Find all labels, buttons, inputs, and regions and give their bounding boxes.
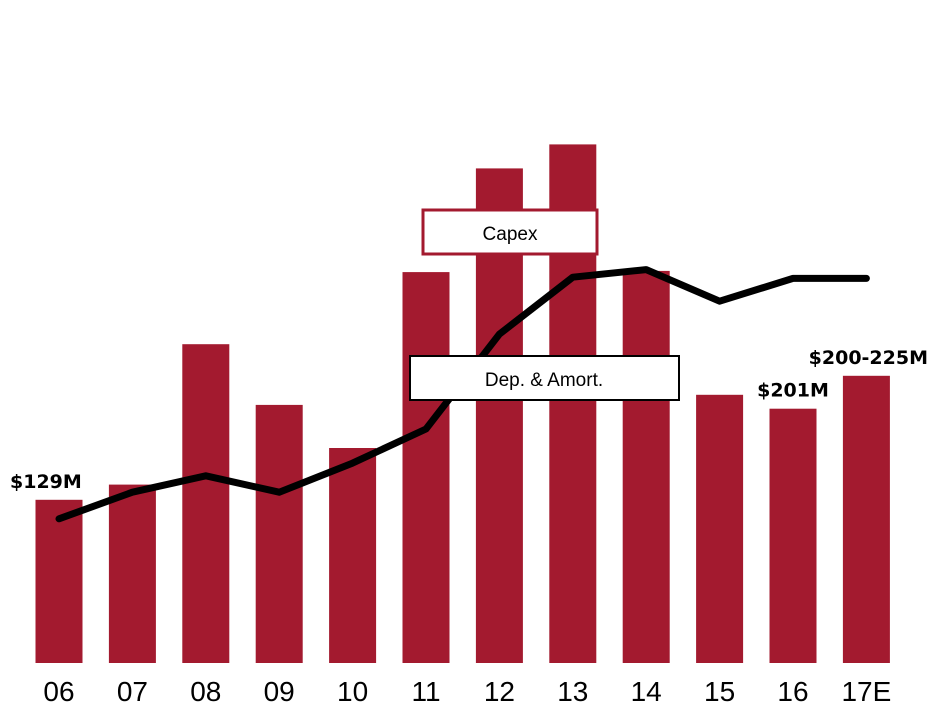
- x-tick-label-12: 12: [484, 676, 515, 707]
- x-tick-label-11: 11: [411, 676, 440, 707]
- x-tick-label-09: 09: [264, 676, 295, 707]
- x-tick-label-06: 06: [43, 676, 74, 707]
- x-tick-label-13: 13: [557, 676, 588, 707]
- x-tick-label-08: 08: [190, 676, 221, 707]
- capex-bar-06: [35, 499, 83, 663]
- capex-bar-07: [108, 484, 156, 663]
- legend-dep-amort-box: [409, 355, 680, 401]
- legend-capex: Capex: [421, 208, 599, 256]
- capex-bar-17E: [842, 375, 890, 663]
- legend-capex-label: Capex: [483, 224, 538, 245]
- x-tick-label-17E: 17E: [841, 676, 891, 707]
- data-label-17E: $200-225M: [809, 347, 928, 369]
- data-label-06: $129M: [10, 471, 82, 493]
- capex-bar-16: [769, 408, 817, 663]
- data-label-16: $201M: [757, 380, 829, 402]
- x-tick-label-14: 14: [631, 676, 662, 707]
- legend-dep-amort: Dep. & Amort.: [409, 355, 680, 401]
- x-axis-ticks: 06 07 08 09 10 11 12 13 14 15 16 17E: [43, 676, 891, 707]
- legend-capex-box: [421, 208, 599, 256]
- capex-bar-09: [255, 404, 303, 663]
- capex-bars: [35, 144, 890, 663]
- capex-bar-14: [622, 270, 670, 663]
- x-tick-label-15: 15: [704, 676, 735, 707]
- capex-bar-11: [402, 272, 450, 663]
- capex-bar-08: [182, 344, 230, 663]
- data-labels: $129M $201M $200-225M: [10, 347, 928, 493]
- x-tick-label-16: 16: [777, 676, 808, 707]
- x-tick-label-07: 07: [117, 676, 148, 707]
- x-tick-label-10: 10: [337, 676, 368, 707]
- capex-bar-15: [696, 394, 744, 663]
- capex-bar-10: [329, 448, 377, 663]
- legend-dep-amort-label: Dep. & Amort.: [485, 370, 603, 391]
